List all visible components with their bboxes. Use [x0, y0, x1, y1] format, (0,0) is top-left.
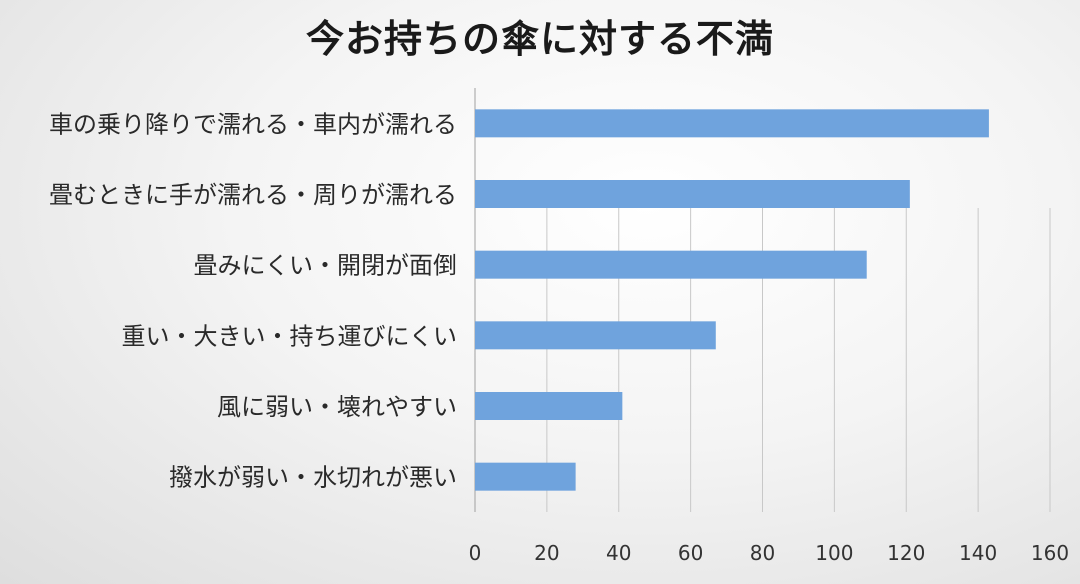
- chart-title: 今お持ちの傘に対する不満: [305, 17, 774, 61]
- bar-1: [475, 180, 910, 208]
- category-label-5: 撥水が弱い・水切れが悪い: [169, 464, 457, 492]
- x-tick-label-6: 120: [887, 541, 925, 565]
- category-label-0: 車の乗り降りで濡れる・車内が濡れる: [49, 110, 457, 138]
- bar-5: [475, 462, 576, 491]
- x-tick-label-3: 60: [678, 541, 703, 565]
- bar-0: [475, 109, 989, 138]
- category-label-2: 畳みにくい・開閉が面倒: [193, 252, 457, 280]
- bar-2: [475, 250, 867, 279]
- bar-layer: [475, 109, 989, 491]
- x-tick-label-0: 0: [469, 541, 482, 565]
- x-tick-label-5: 100: [815, 541, 853, 565]
- grid-layer: [474, 88, 1051, 512]
- x-tick-label-1: 20: [534, 541, 559, 565]
- category-label-4: 風に弱い・壊れやすい: [217, 393, 457, 421]
- x-tick-label-2: 40: [606, 541, 631, 565]
- bar-4: [475, 392, 623, 420]
- category-label-1: 畳むときに手が濡れる・周りが濡れる: [49, 181, 457, 209]
- category-labels: 車の乗り降りで濡れる・車内が濡れる畳むときに手が濡れる・周りが濡れる畳みにくい・…: [49, 110, 457, 491]
- x-tick-label-8: 160: [1031, 541, 1069, 565]
- bar-3: [475, 321, 716, 350]
- x-tick-label-4: 80: [750, 541, 775, 565]
- x-tick-label-7: 140: [959, 541, 997, 565]
- x-axis-ticks: 0 20 40 60 80 100 120 140 160: [469, 541, 1069, 565]
- category-label-3: 重い・大きい・持ち運びにくい: [121, 322, 457, 350]
